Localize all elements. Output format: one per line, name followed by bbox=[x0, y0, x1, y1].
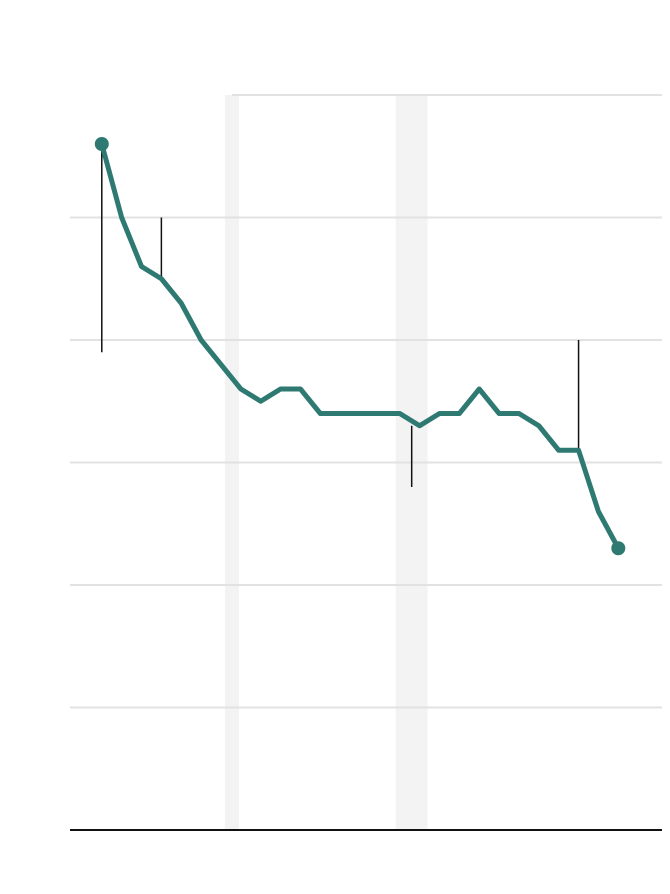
series-line-0 bbox=[99, 141, 621, 551]
start-point-marker bbox=[94, 137, 109, 151]
series-layer bbox=[94, 137, 626, 556]
annotation-lines bbox=[101, 144, 580, 487]
gridlines bbox=[70, 94, 662, 709]
end-point-marker bbox=[611, 541, 626, 556]
